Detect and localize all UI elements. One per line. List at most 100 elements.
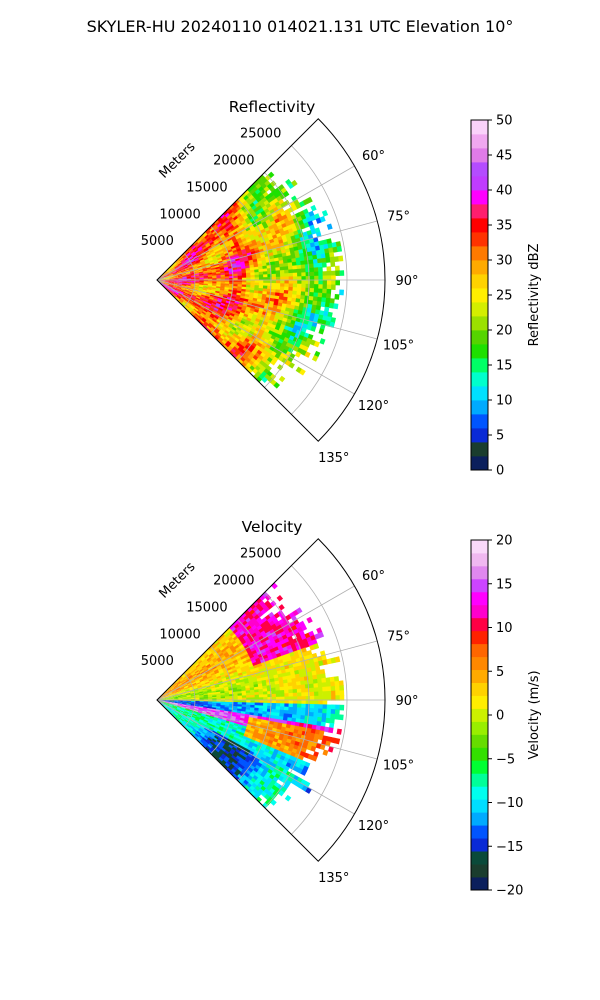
data-cell (225, 740, 231, 745)
data-cell (164, 272, 168, 276)
data-cell (224, 276, 230, 279)
data-cell (254, 277, 260, 281)
colorbar-swatch (471, 246, 488, 261)
data-cell (208, 667, 214, 672)
data-cell (213, 295, 219, 299)
data-cell (232, 267, 238, 271)
data-cell (224, 329, 230, 335)
data-cell (213, 260, 219, 264)
data-cell (317, 655, 323, 662)
data-cell (232, 269, 238, 273)
data-cell (253, 740, 260, 746)
data-cell (220, 705, 226, 708)
data-cell (200, 663, 206, 668)
data-cell (173, 694, 179, 697)
data-cell (167, 269, 172, 273)
data-cell (219, 749, 225, 754)
data-cell (188, 292, 193, 295)
sector-frame (156, 538, 386, 862)
data-cell (195, 738, 201, 743)
colorbar-tick-label: 5 (496, 429, 504, 444)
data-cell (198, 314, 204, 319)
data-cell (203, 316, 208, 321)
data-cell (234, 337, 240, 343)
data-cell (206, 265, 212, 269)
data-cell (216, 274, 221, 278)
data-cell (252, 222, 259, 228)
data-cell (225, 311, 232, 316)
data-cell (186, 295, 192, 299)
data-cell (169, 277, 175, 279)
data-cell (193, 240, 198, 246)
data-cell (211, 288, 217, 292)
data-cell (212, 644, 218, 650)
data-cell (184, 687, 190, 691)
data-cell (216, 273, 221, 276)
data-cell (184, 710, 190, 714)
data-cell (180, 717, 185, 721)
data-cell (173, 263, 178, 268)
data-cell (228, 770, 235, 776)
data-cell (176, 708, 181, 711)
data-cell (165, 280, 171, 282)
data-cell (252, 759, 259, 766)
data-cell (168, 691, 173, 695)
data-cell (200, 260, 205, 264)
data-cell (303, 642, 310, 649)
data-cell (277, 673, 283, 678)
data-cell (213, 755, 219, 761)
data-cell (196, 252, 201, 256)
data-cell (184, 305, 189, 310)
data-cell (192, 315, 198, 320)
data-cell (168, 271, 173, 275)
data-cell (212, 331, 218, 336)
data-cell (226, 738, 232, 743)
data-cell (194, 242, 200, 248)
data-cell (233, 251, 239, 256)
colorbar-tick-label: 30 (496, 254, 513, 269)
data-cell (197, 674, 203, 678)
data-cell (215, 672, 221, 676)
data-cell (217, 299, 222, 304)
data-cell (224, 233, 230, 239)
data-cell (164, 283, 170, 286)
data-cell (177, 261, 182, 266)
data-cell (321, 717, 327, 723)
data-cell (193, 241, 199, 247)
data-cell (161, 279, 166, 280)
data-cell (330, 685, 336, 692)
data-cell (195, 312, 201, 317)
data-cell (188, 712, 193, 715)
data-cell (319, 244, 325, 251)
data-cell (194, 284, 200, 287)
data-cell (270, 180, 277, 187)
data-cell (227, 222, 234, 228)
data-cell (237, 306, 243, 311)
data-cell (218, 296, 223, 300)
data-cell (210, 235, 216, 241)
data-cell (203, 695, 209, 698)
data-cell (209, 307, 215, 311)
data-cell (215, 227, 221, 233)
data-cell (200, 261, 206, 265)
data-cell (274, 263, 280, 268)
data-cell (165, 697, 170, 699)
data-cell (253, 320, 260, 326)
data-cell (175, 296, 180, 301)
data-cell (305, 243, 312, 249)
data-cell (261, 682, 267, 687)
data-cell (169, 277, 175, 279)
data-cell (160, 274, 164, 278)
data-cell (180, 678, 185, 682)
colorbar-swatch (471, 414, 488, 429)
data-cell (213, 296, 219, 301)
data-cell (161, 698, 166, 700)
data-cell (201, 264, 207, 267)
data-cell (235, 655, 241, 660)
data-cell (207, 231, 213, 237)
data-cell (210, 672, 216, 676)
data-cell (223, 294, 228, 298)
data-cell (215, 641, 221, 647)
data-cell (178, 719, 183, 724)
data-cell (194, 718, 200, 722)
